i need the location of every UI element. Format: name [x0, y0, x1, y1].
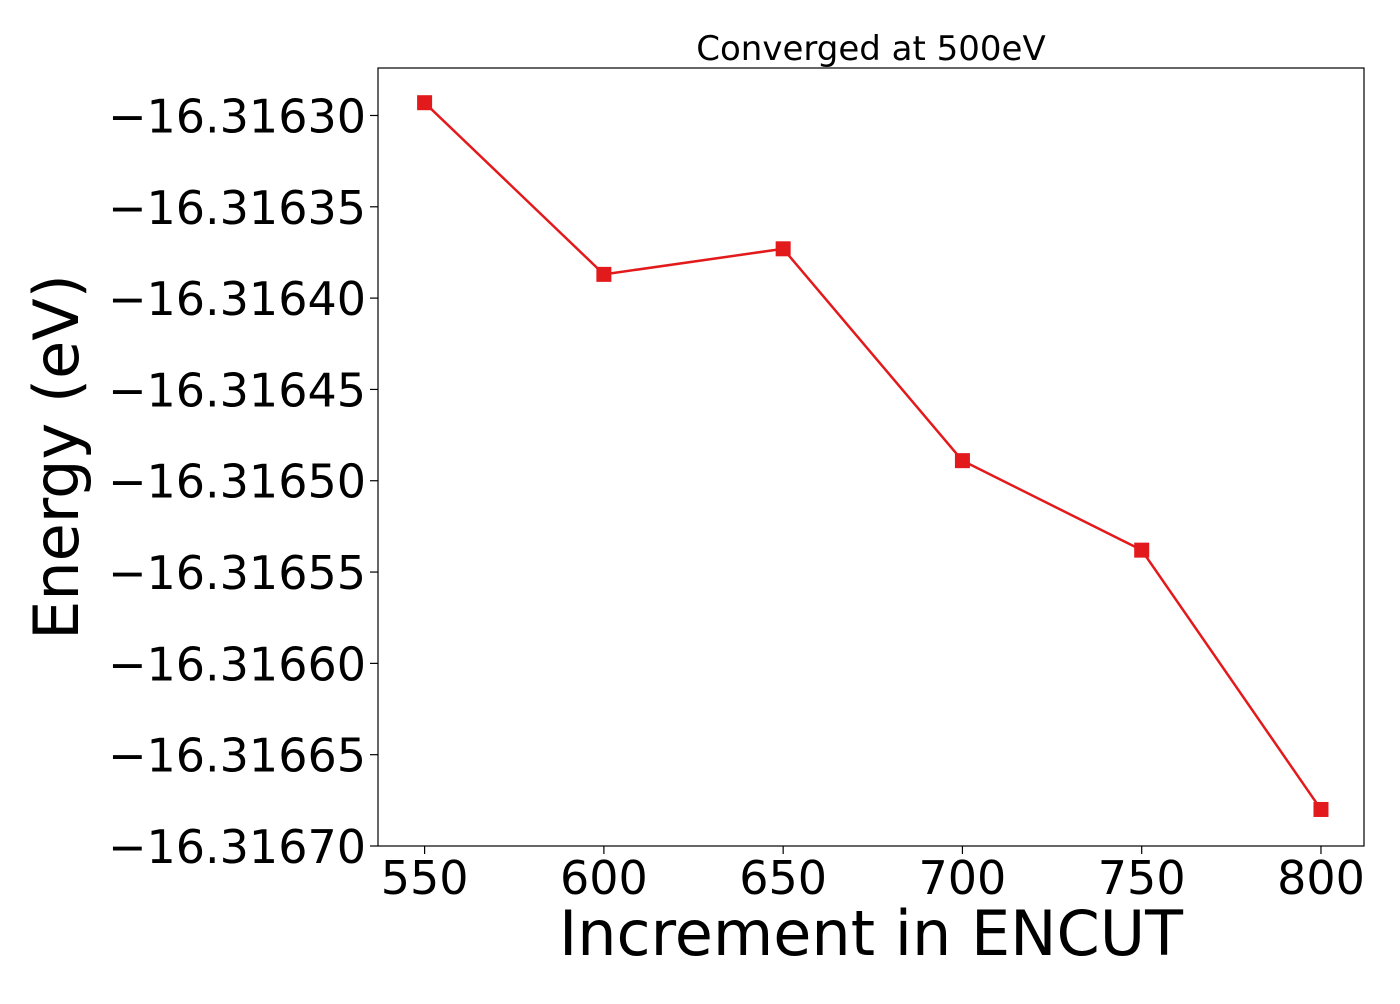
y-tick-label: −16.31630 — [108, 89, 366, 143]
x-tick-label: 600 — [560, 851, 648, 905]
x-axis-label: Increment in ENCUT — [559, 897, 1184, 970]
x-tick-label: 650 — [739, 851, 827, 905]
x-tick-label: 750 — [1098, 851, 1186, 905]
plot-frame — [377, 67, 1365, 847]
y-tick-label: −16.31655 — [108, 546, 366, 600]
data-point-marker — [1313, 801, 1329, 817]
y-tick-label: −16.31670 — [108, 820, 366, 874]
data-point-marker — [596, 266, 612, 282]
y-tick-label: −16.31645 — [108, 363, 366, 417]
data-point-marker — [775, 241, 791, 257]
data-series — [417, 95, 1329, 817]
x-tick-label: 550 — [381, 851, 469, 905]
x-tick-label: 700 — [919, 851, 1007, 905]
y-tick-label: −16.31665 — [108, 729, 366, 783]
data-point-marker — [1134, 542, 1150, 558]
data-point-marker — [954, 453, 970, 469]
axis-ticks: 550 600 650 700 750 800 −16.31630 −16.31635 −16.… — [108, 89, 1365, 905]
series-line — [423, 101, 1323, 811]
y-tick-label: −16.31650 — [108, 455, 366, 509]
x-tick-label: 800 — [1277, 851, 1365, 905]
y-axis-label: Energy (eV) — [20, 274, 93, 640]
y-tick-label: −16.31635 — [108, 181, 366, 235]
y-tick-label: −16.31640 — [108, 272, 366, 326]
chart-title: Converged at 500eV — [696, 29, 1045, 69]
data-point-marker — [417, 95, 433, 111]
y-tick-label: −16.31660 — [108, 637, 366, 691]
